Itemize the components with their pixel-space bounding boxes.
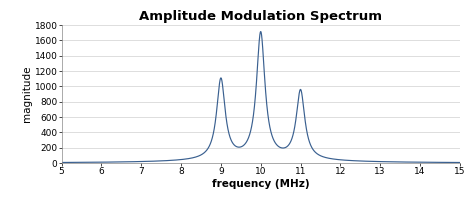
Title: Amplitude Modulation Spectrum: Amplitude Modulation Spectrum [139,10,382,23]
X-axis label: frequency (MHz): frequency (MHz) [212,179,310,189]
Y-axis label: magnitude: magnitude [22,66,32,122]
